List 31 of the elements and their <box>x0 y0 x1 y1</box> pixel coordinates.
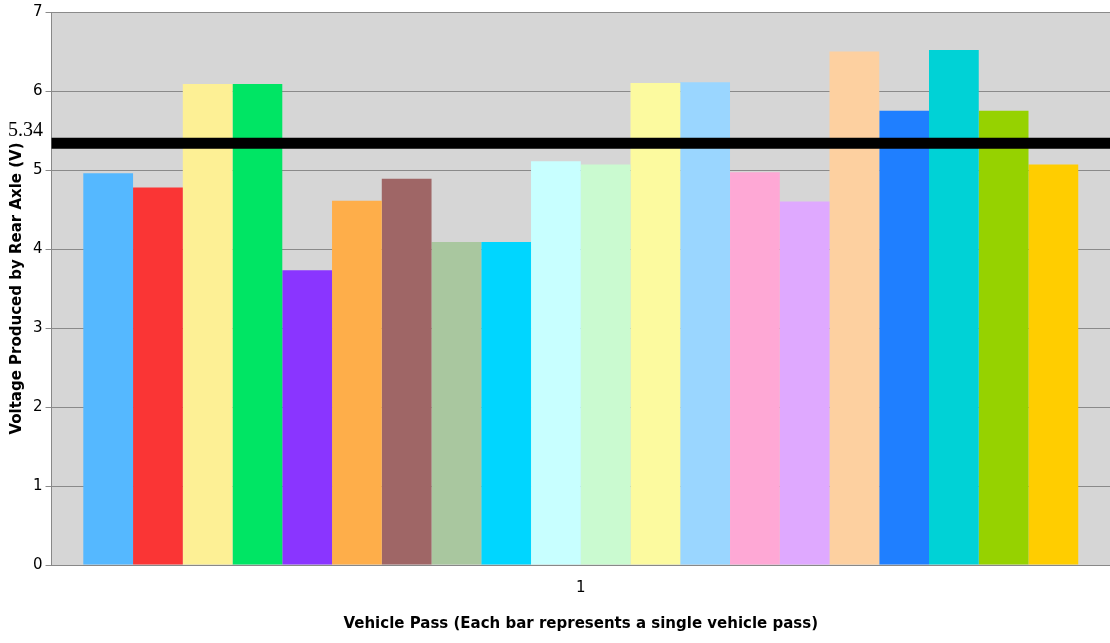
y-tick-label: 4 <box>33 238 43 257</box>
bar <box>481 241 532 565</box>
y-tick-label: 1 <box>33 475 43 494</box>
bar <box>929 49 979 565</box>
bar <box>580 164 631 565</box>
bar <box>630 83 681 565</box>
bar <box>182 83 233 565</box>
ref-line-label: 5.34 <box>8 118 43 141</box>
y-tick-label: 5 <box>33 159 43 178</box>
bar <box>1028 164 1079 565</box>
bar <box>332 200 382 565</box>
bar <box>381 178 432 565</box>
bar <box>879 110 929 565</box>
x-axis-title: Vehicle Pass (Each bar represents a single vehicle pass) <box>343 613 819 632</box>
y-tick-label: 3 <box>33 317 43 336</box>
bar <box>680 82 731 565</box>
y-tick-label: 7 <box>33 1 43 20</box>
bar <box>779 201 830 565</box>
bar <box>282 270 333 565</box>
bar <box>978 110 1029 565</box>
y-tick-label: 2 <box>33 396 43 415</box>
bar <box>431 241 482 565</box>
y-tick-label: 0 <box>33 554 43 573</box>
bar <box>83 173 134 565</box>
bar <box>133 187 183 565</box>
bar <box>730 172 780 565</box>
bar <box>829 51 880 565</box>
bar <box>232 83 283 565</box>
bar <box>531 161 581 565</box>
y-axis-title: Voltage Produced by Rear Axle (V) <box>6 142 25 435</box>
y-tick-label: 6 <box>33 80 43 99</box>
